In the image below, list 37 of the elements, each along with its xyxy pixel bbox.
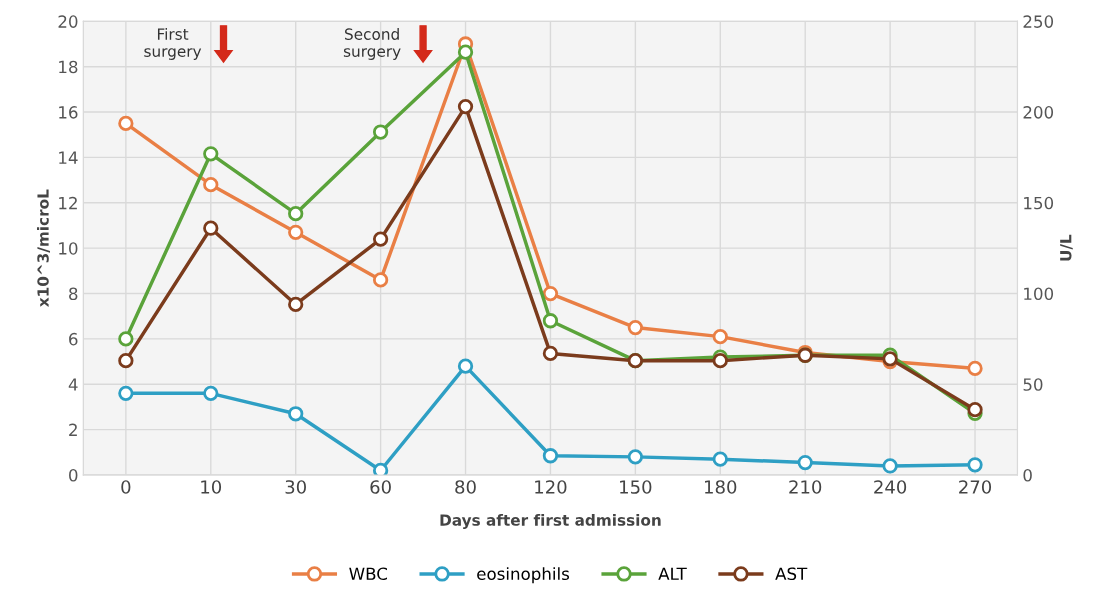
x-tick-label: 150	[620, 480, 652, 494]
y-tick-label: 18	[59, 60, 78, 74]
x-tick-label: 60	[370, 480, 391, 494]
legend-label: AST	[775, 567, 808, 581]
y2-tick-label: 0	[1023, 468, 1032, 482]
x-axis-title: Days after first admission	[440, 514, 661, 529]
y2-tick-label: 200	[1023, 106, 1054, 119]
y2-tick-label: 150	[1024, 196, 1054, 210]
legend-label: eosinophils	[477, 567, 570, 584]
y2-tick-label: 100	[1024, 287, 1054, 301]
y-tick-label: 6	[69, 332, 78, 346]
legend-label: WBC	[349, 567, 387, 581]
y2-tick-label: 50	[1023, 378, 1043, 391]
x-tick-label: 270	[959, 480, 992, 494]
y-tick-label: 12	[59, 196, 77, 210]
y-tick-label: 2	[69, 423, 77, 436]
x-tick-label: 180	[705, 480, 737, 494]
y-tick-label: 0	[69, 468, 78, 482]
annotation: Second surgery	[343, 28, 401, 60]
x-tick-label: 0	[121, 480, 131, 494]
x-tick-label: 10	[201, 480, 222, 494]
y2-tick-label: 250	[1023, 15, 1054, 28]
legend-label: ALT	[658, 567, 687, 580]
x-tick-label: 210	[789, 480, 822, 494]
y-tick-label: 16	[59, 106, 78, 119]
x-tick-label: 240	[874, 480, 907, 494]
y-tick-label: 20	[58, 15, 78, 28]
y-tick-label: 10	[59, 242, 78, 255]
y-tick-label: 4	[68, 378, 78, 391]
y-axis-title: x10^3/microL	[36, 189, 51, 307]
annotation: First surgery	[144, 28, 202, 60]
x-tick-label: 80	[455, 480, 476, 494]
y-tick-label: 14	[59, 151, 78, 164]
x-tick-label: 120	[535, 480, 567, 494]
y2-axis-title: U/L	[1060, 234, 1073, 261]
x-tick-label: 30	[285, 480, 306, 494]
y-tick-label: 8	[69, 287, 78, 301]
